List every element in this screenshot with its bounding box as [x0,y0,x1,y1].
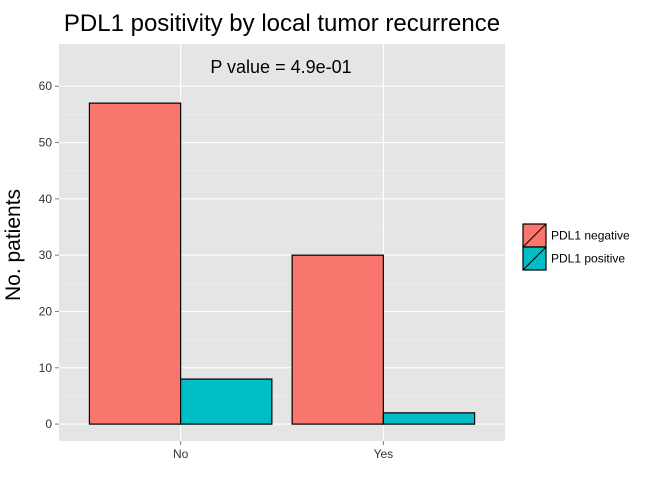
legend: PDL1 negative PDL1 positive [522,223,630,271]
y-axis-ticks: 0 10 20 30 40 50 60 [39,79,59,431]
y-tick-label: 40 [39,192,53,206]
y-axis-label: No. patients [2,189,25,301]
legend-label: PDL1 positive [551,252,625,266]
y-tick-label: 30 [39,248,53,262]
bars [88,102,476,425]
y-tick-label: 60 [39,79,53,93]
y-tick-label: 10 [39,361,53,375]
p-value-annotation: P value = 4.9e-01 [210,57,351,77]
x-axis-ticks: No Yes [173,441,393,461]
y-tick-label: 20 [39,304,53,318]
x-tick-label: No [173,447,189,461]
legend-key-slash [522,246,547,271]
y-tick-label: 50 [39,136,53,150]
bar-pdl1-negative-yes [291,254,384,425]
bar-pdl1-positive-no [180,378,273,425]
x-tick-label: Yes [374,447,394,461]
chart-title: PDL1 positivity by local tumor recurrenc… [64,10,500,37]
bar-pdl1-positive-yes [382,412,476,425]
y-tick-label: 0 [45,417,52,431]
legend-label: PDL1 negative [551,229,630,243]
legend-key-slash [522,223,547,248]
bar-pdl1-negative-no [88,102,182,425]
